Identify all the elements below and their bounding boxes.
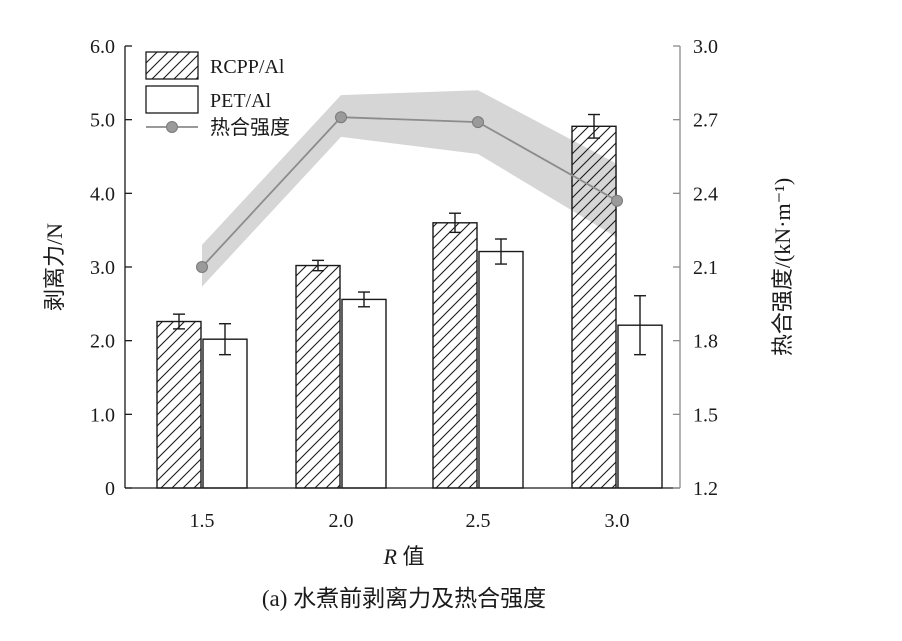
legend-label-heat-seal: 热合强度 bbox=[210, 116, 290, 139]
x-tick-label-1: 2.0 bbox=[329, 510, 354, 532]
legend-swatch-rcpp-al-hatch bbox=[146, 52, 198, 79]
legend-label-pet-al: PET/Al bbox=[210, 90, 272, 112]
heat-seal-strength-point-1 bbox=[335, 111, 347, 124]
left-tick-label-2: 2.0 bbox=[90, 331, 115, 353]
heat-seal-strength-line bbox=[201, 116, 618, 268]
heat-seal-strength-point-2 bbox=[472, 116, 484, 129]
line-layer bbox=[196, 111, 623, 273]
right-tick-label-2: 1.8 bbox=[693, 331, 718, 353]
left-tick-label-3: 3.0 bbox=[90, 257, 115, 279]
right-axis-title: 热合强度/(kN·m⁻¹) bbox=[770, 178, 795, 356]
x-axis-title-italic: R bbox=[383, 544, 398, 569]
x-tick-label-2: 2.5 bbox=[466, 510, 491, 532]
rcpp-al-bar-hatch-0 bbox=[157, 321, 201, 488]
legend-marker-heat-seal bbox=[166, 121, 178, 133]
legend-swatch-rcpp-al bbox=[145, 51, 199, 80]
legend-swatch-pet-al bbox=[145, 85, 199, 114]
rcpp-al-bar-hatch-2 bbox=[433, 222, 477, 489]
x-axis-title-rest: 值 bbox=[397, 544, 425, 569]
legend: RCPP/Al PET/Al 热合强度 bbox=[145, 51, 290, 139]
pet-al-bar-1 bbox=[341, 298, 387, 489]
pet-al-bar-0 bbox=[202, 338, 248, 489]
right-tick-label-1: 1.5 bbox=[693, 404, 718, 426]
x-tick-label-0: 1.5 bbox=[190, 510, 215, 532]
bars-layer bbox=[156, 113, 663, 489]
right-tick-label-6: 3.0 bbox=[693, 36, 718, 58]
rcpp-al-bar-hatch-3 bbox=[572, 126, 616, 489]
figure-caption: (a) 水煮前剥离力及热合强度 bbox=[262, 586, 546, 611]
left-axis-title: 剥离力/N bbox=[42, 223, 67, 311]
confidence-band-layer bbox=[202, 90, 617, 287]
left-tick-label-1: 1.0 bbox=[90, 404, 115, 426]
rcpp-al-bar-hatch-1 bbox=[296, 265, 340, 488]
right-tick-label-3: 2.1 bbox=[693, 257, 718, 279]
right-tick-label-4: 2.4 bbox=[693, 183, 718, 205]
left-tick-label-4: 4.0 bbox=[90, 183, 115, 205]
right-tick-label-0: 1.2 bbox=[693, 478, 718, 500]
heat-seal-strength-point-3 bbox=[611, 194, 623, 207]
axes-layer bbox=[124, 45, 681, 489]
left-tick-label-0: 0 bbox=[105, 478, 115, 500]
x-tick-label-3: 3.0 bbox=[605, 510, 630, 532]
labels-layer: 0 1.0 2.0 3.0 4.0 5.0 6.0 1.2 1.5 1.8 2.1 2.4 2.7 3.0… bbox=[42, 36, 795, 611]
heat-seal-strength-point-0 bbox=[196, 261, 208, 273]
heat-seal-strength-band bbox=[202, 90, 617, 287]
pet-al-bar-2 bbox=[478, 250, 524, 489]
legend-label-rcpp-al: RCPP/Al bbox=[210, 56, 285, 78]
x-axis-title: R 值 bbox=[383, 544, 425, 569]
right-tick-label-5: 2.7 bbox=[693, 110, 718, 132]
left-tick-label-6: 6.0 bbox=[90, 36, 115, 58]
left-tick-label-5: 5.0 bbox=[90, 110, 115, 132]
